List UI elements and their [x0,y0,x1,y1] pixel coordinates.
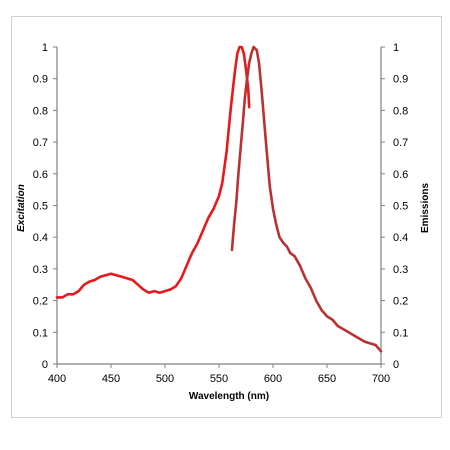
y-axis-title-right: Emissions [420,183,431,233]
x-tick-label: 400 [48,373,66,385]
x-tick-label: 600 [264,373,282,385]
y-tick-label-right: 0.1 [393,327,408,339]
x-tick-label: 500 [156,373,174,385]
y-tick-label-right: 0.9 [393,74,408,86]
y-tick-label-left: 0.1 [33,327,48,339]
y-tick-label-left: 0.4 [33,232,48,244]
y-tick-label-right: 0.5 [393,201,408,213]
x-tick-label: 550 [210,373,228,385]
y-tick-label-right: 0 [393,359,399,371]
y-tick-label-left: 0.8 [33,105,48,117]
y-tick-label-left: 0.5 [33,201,48,213]
series-group [55,45,383,353]
y-tick-label-left: 0.3 [33,264,48,276]
excitation-line [55,45,251,299]
y-tick-label-right: 0.4 [393,232,408,244]
x-tick-label: 700 [372,373,390,385]
axes-group: 0 0 0.1 0.1 0.2 0.2 0.3 0.3 0.4 0.4 0.5 0.5 0.6 0.6 0.… [33,42,409,385]
y-tick-label-right: 0.2 [393,296,408,308]
x-tick-label: 650 [318,373,336,385]
y-tick-label-left: 0 [42,359,48,371]
y-tick-label-right: 1 [393,42,399,54]
y-axis-title-left: Excitation [16,184,27,232]
y-tick-label-right: 0.7 [393,137,408,149]
emission-line [230,45,383,353]
y-tick-label-left: 0.9 [33,74,48,86]
y-tick-label-right: 0.6 [393,169,408,181]
y-tick-label-left: 1 [42,42,48,54]
y-tick-label-right: 0.8 [393,105,408,117]
y-tick-label-right: 0.3 [393,264,408,276]
chart-panel [11,16,442,418]
y-tick-label-left: 0.6 [33,169,48,181]
y-tick-label-left: 0.7 [33,137,48,149]
x-tick-label: 450 [102,373,120,385]
x-axis-title: Wavelength (nm) [189,391,269,402]
y-tick-label-left: 0.2 [33,296,48,308]
